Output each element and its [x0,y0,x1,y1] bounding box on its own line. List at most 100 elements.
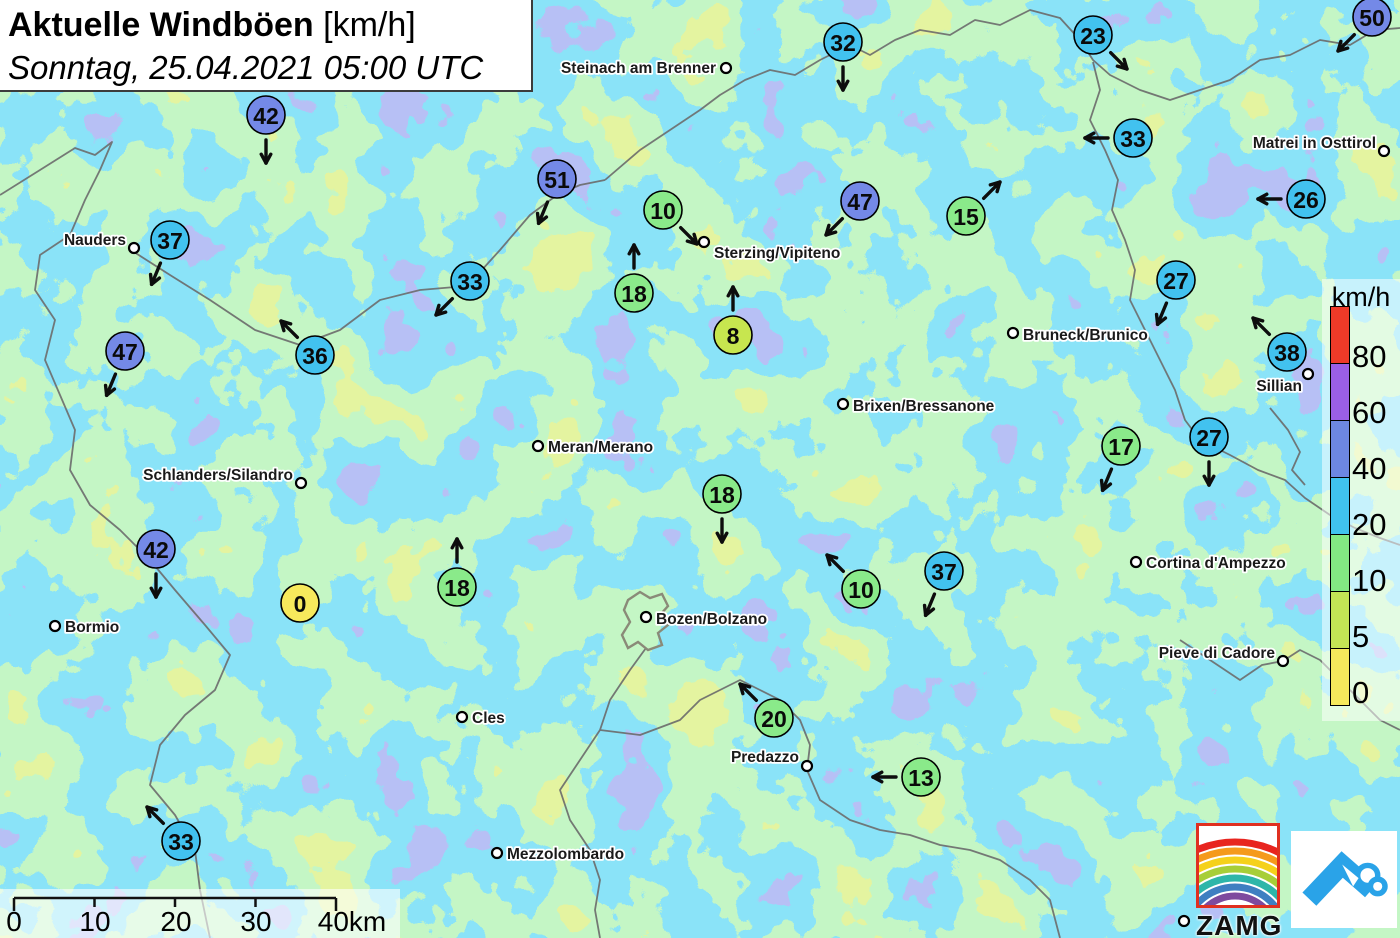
place-dot [800,759,814,773]
wind-station: 13 [871,757,941,797]
station-gust-value: 36 [302,343,328,369]
station-circle [295,335,335,375]
station-circle [901,757,941,797]
wind-station: 37 [148,220,190,287]
legend-color-block [1330,648,1350,706]
station-circle [643,190,683,230]
wind-direction-arrow [678,225,699,246]
station-circle [1101,426,1141,466]
wind-station: 47 [824,181,880,237]
place-marker: Pieve di Cadore [1157,643,1290,668]
station-gust-value: 27 [1196,425,1222,451]
station-circle [1073,15,1113,55]
station-circle [713,315,753,355]
station-circle [161,821,201,861]
legend-color-block [1330,477,1350,535]
map-title: Aktuelle Windböen [km/h] [8,3,531,47]
station-circle [1189,417,1229,457]
station-gust-value: 33 [168,829,194,855]
wind-direction-arrow [434,296,455,317]
map-subtitle: Sonntag, 25.04.2021 05:00 UTC [8,49,484,86]
wind-direction-arrow [535,200,550,226]
wind-station: 17 [1099,426,1141,493]
wind-station: 18 [614,243,654,313]
place-dot [1276,654,1290,668]
wind-direction-arrow [1251,316,1272,337]
wind-station: 51 [535,159,577,226]
station-circle [1352,0,1392,37]
station-gust-value: 42 [253,103,279,129]
station-circle [1113,118,1153,158]
place-marker: Bruneck/Brunico [1006,325,1150,346]
place-markers-layer: Steinach am Brenner Matrei in Osttirol Nau… [48,58,1391,928]
place-dot [1129,555,1143,569]
map-title-box: Aktuelle Windböen [km/h] Sonntag, 25.04.… [0,0,533,92]
wind-station: 27 [1189,417,1229,487]
place-label: Cortina d'Ampezzo [1146,555,1286,572]
station-gust-value: 27 [1163,268,1189,294]
wind-direction-arrow [1154,301,1169,327]
wind-station: 23 [1073,15,1129,71]
place-label: Steinach am Brenner [561,60,716,77]
station-gust-value: 10 [848,577,874,603]
wind-station: 10 [825,553,881,609]
station-gust-value: 10 [650,198,676,224]
map-title-unit: [km/h] [323,6,416,44]
wind-station: 26 [1256,179,1326,219]
wind-station: 42 [246,95,286,165]
station-gust-value: 26 [1293,187,1319,213]
legend-value-label: 60 [1352,395,1387,430]
station-circle [754,698,794,738]
place-label: Sterzing/Vipiteno [714,245,840,262]
place-marker: Brixen/Bressanone [836,396,996,417]
wind-station: 8 [713,285,753,355]
wind-station: 50 [1336,0,1392,53]
station-circle [1267,332,1307,372]
place-label: Pieve di Cadore [1159,645,1276,662]
station-gust-value: 33 [1120,126,1146,152]
place-marker: Sterzing/Vipiteno [697,235,842,264]
place-dot [1301,367,1315,381]
wind-direction-arrow [1108,50,1129,71]
zamg-rainbow-icon [1196,823,1280,908]
station-circle [823,22,863,62]
place-dot [490,846,504,860]
place-marker: Meran/Merano [531,437,655,458]
station-gust-value: 18 [444,575,470,601]
station-circle [246,95,286,135]
wind-direction-arrow [145,805,166,826]
station-gust-value: 42 [143,537,169,563]
place-dot [1006,326,1020,340]
scalebar-label: 40km [318,906,386,937]
place-label: Cles [472,710,505,727]
station-gust-value: 38 [1274,340,1300,366]
place-dot [48,619,62,633]
wind-direction-arrow [715,517,729,544]
wind-direction-arrow [871,770,898,784]
scalebar-graphic: 0 10 20 30 40km [6,896,386,937]
legend-color-block [1330,306,1350,364]
place-marker: Predazzo [729,747,814,773]
station-circle [1156,260,1196,300]
station-circle [840,181,880,221]
scalebar-label: 20 [160,906,191,937]
station-gust-value: 37 [157,228,183,254]
wind-direction-arrow [1083,131,1110,145]
color-legend: km/h 80 60 40 20 10 5 0 [1322,279,1400,721]
place-label: Mezzolombardo [507,846,624,863]
legend-colorbar [1330,306,1350,706]
station-gust-value: 18 [621,281,647,307]
wind-direction-arrow [627,243,641,270]
wind-station: 0 [280,583,320,623]
wind-station: 33 [434,261,490,317]
station-circle [702,474,742,514]
place-marker: Bozen/Bolzano [639,609,769,630]
place-marker: Matrei in Osttirol [1251,133,1391,158]
place-marker: Mezzolombardo [490,844,626,865]
legend-value-label: 5 [1352,619,1370,654]
scalebar-label: 10 [79,906,110,937]
station-gust-value: 8 [727,323,740,349]
